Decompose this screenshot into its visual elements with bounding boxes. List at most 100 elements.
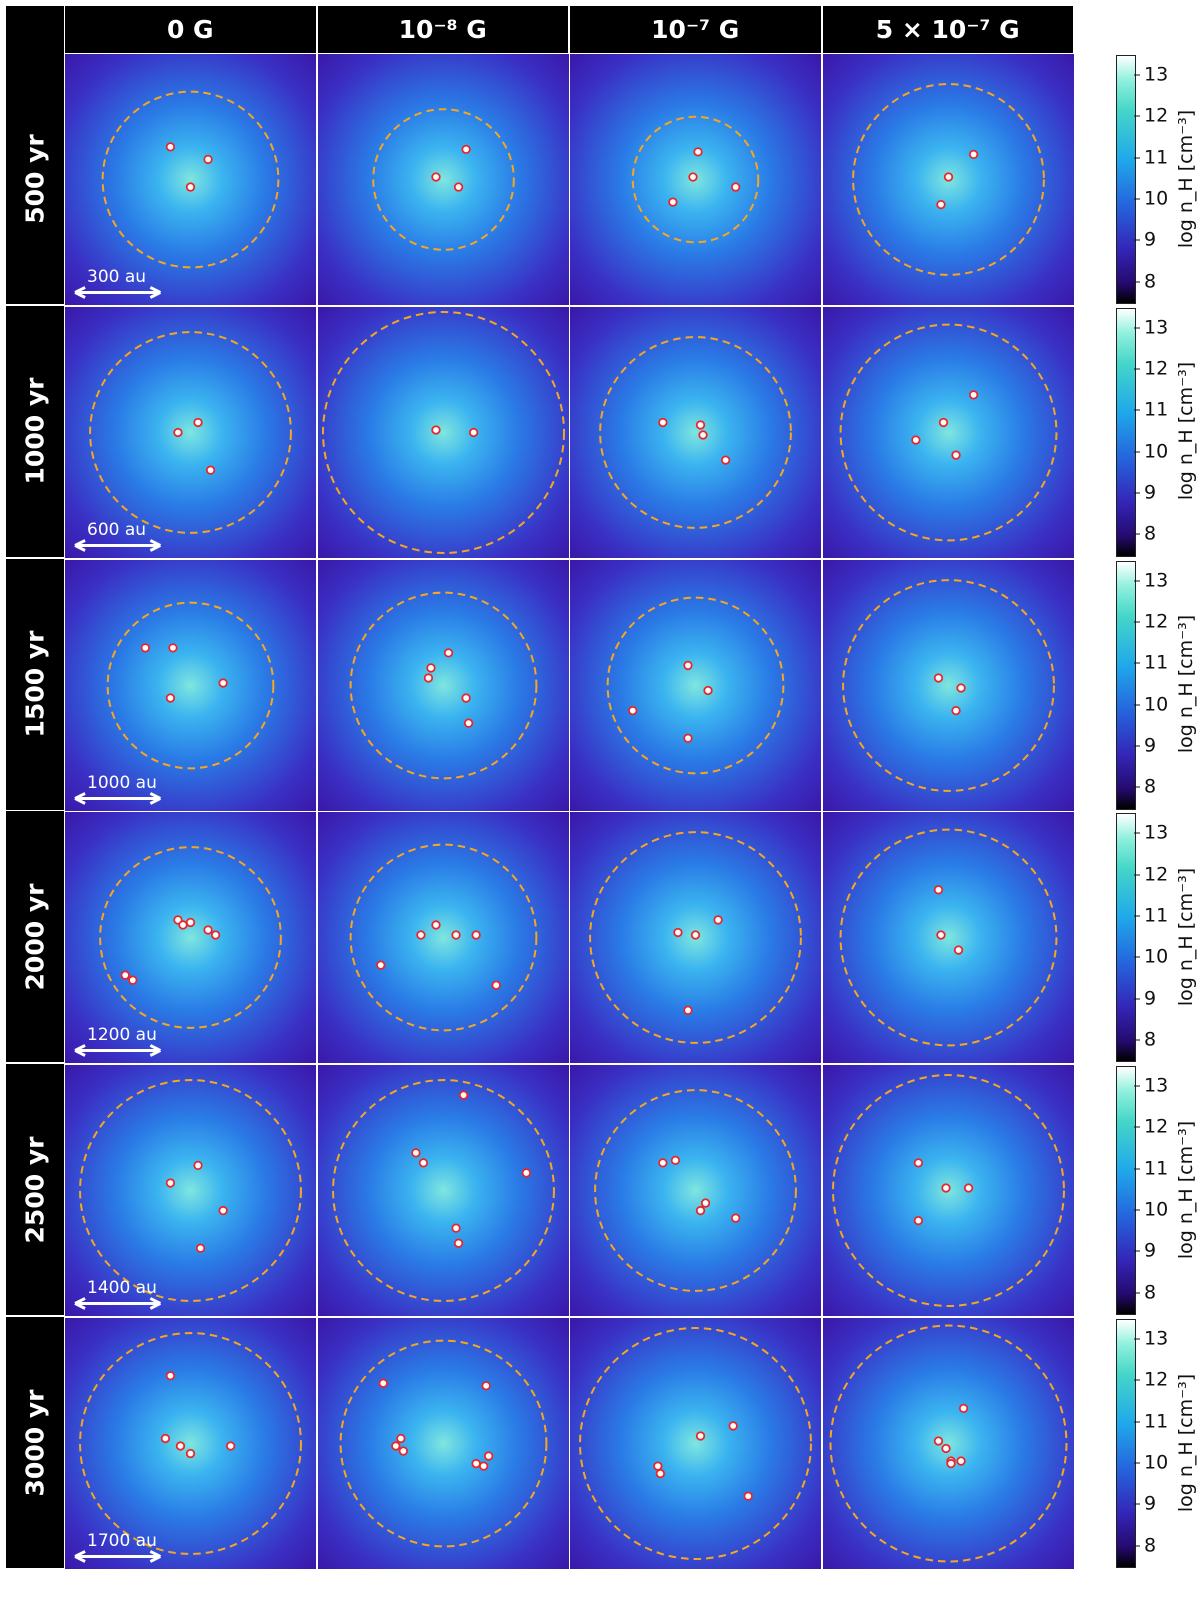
colorbar-axis-label: log n_H [cm⁻³] xyxy=(1166,1064,1204,1315)
scale-bar-arrow xyxy=(74,286,162,299)
sink-particle-marker xyxy=(655,1468,666,1479)
density-panel xyxy=(570,1318,821,1569)
sink-particle-marker xyxy=(958,1403,968,1414)
panel-overlay xyxy=(371,108,515,251)
row-header-label: 500 yr xyxy=(20,133,50,224)
colorbar-tick-label: 13 xyxy=(1133,571,1168,590)
sink-particle-marker xyxy=(160,1433,171,1444)
row-header: 2000 yr xyxy=(6,811,64,1063)
colorbar-axis-label-text: log n_H [cm⁻³] xyxy=(1175,362,1197,501)
row-header-label: 2500 yr xyxy=(20,1136,50,1244)
colorbar-ticks: 13 12 11 10 9 8 xyxy=(1133,1319,1180,1568)
accretion-radius-circle xyxy=(839,323,1057,542)
sink-particle-marker xyxy=(395,1433,405,1444)
colorbar-tick-label: 11 xyxy=(1133,1412,1168,1431)
sink-particle-marker xyxy=(683,660,693,670)
colorbar-tick-label: 10 xyxy=(1133,189,1168,208)
colorbar-tick-label: 9 xyxy=(1133,230,1156,250)
colorbar-tick-label: 8 xyxy=(1133,524,1156,544)
density-panel xyxy=(570,1065,821,1317)
colorbar-tick-label: 10 xyxy=(1133,1200,1168,1220)
colorbar-ticks: 13 12 11 10 9 8 xyxy=(1133,561,1180,810)
panel-overlay xyxy=(331,1079,555,1303)
sink-particle-marker xyxy=(458,1090,468,1100)
sink-particle-marker xyxy=(450,930,461,941)
column-header: 0 G xyxy=(65,6,316,53)
sink-particle-marker xyxy=(913,1158,923,1168)
accretion-radius-circle xyxy=(606,596,785,774)
sink-particle-marker xyxy=(695,1206,706,1216)
sink-particle-marker xyxy=(453,182,463,192)
density-panel xyxy=(317,306,569,558)
colorbar-tick-label: 13 xyxy=(1133,823,1168,843)
panel-overlay xyxy=(74,330,292,552)
colorbar-ticks: 13 12 11 10 9 8 xyxy=(1133,308,1180,557)
colorbar-tick-label: 12 xyxy=(1133,1370,1168,1390)
colorbar xyxy=(1116,307,1136,557)
colorbar-tick-label: 8 xyxy=(1133,777,1156,797)
colorbar-tick-label: 11 xyxy=(1133,148,1168,167)
sink-particle-marker xyxy=(483,1451,493,1461)
panel-overlay xyxy=(589,831,802,1045)
sink-particle-marker xyxy=(425,662,436,673)
sink-particle-marker xyxy=(521,1168,531,1178)
accretion-radius-circle xyxy=(339,1339,547,1548)
sink-particle-marker xyxy=(185,918,196,928)
scale-bar-label: 1400 au xyxy=(87,1278,157,1299)
panel-overlay xyxy=(841,578,1055,792)
colorbar-tick-label: 13 xyxy=(1133,1076,1168,1096)
sink-particle-marker xyxy=(218,1206,228,1216)
sink-particle-marker xyxy=(683,1006,693,1016)
density-panel xyxy=(570,812,821,1064)
accretion-radius-circle xyxy=(349,844,537,1032)
panel-overlay xyxy=(631,115,760,244)
sink-particle-marker xyxy=(720,455,731,465)
scale-bar-label: 1700 au xyxy=(87,1531,157,1551)
panel-overlay xyxy=(349,591,537,779)
colorbar-tick-label: 9 xyxy=(1133,1494,1156,1514)
row-header: 1000 yr xyxy=(6,305,64,557)
sink-particle-marker xyxy=(165,693,176,703)
colorbar-tick-label: 10 xyxy=(1133,695,1168,714)
sink-particle-marker xyxy=(128,975,138,986)
row-header-label: 2000 yr xyxy=(20,883,50,991)
sink-particle-marker xyxy=(940,1443,951,1454)
colorbar-axis-label-text: log n_H [cm⁻³] xyxy=(1175,867,1197,1007)
scale-bar-arrow xyxy=(74,1044,162,1058)
colorbar-tick-label: 11 xyxy=(1133,653,1168,673)
sink-particle-marker xyxy=(378,1378,388,1388)
sink-particle-marker xyxy=(375,960,385,971)
density-panel: 1700 au xyxy=(65,1318,316,1569)
sink-particle-marker xyxy=(491,980,501,991)
sink-particle-marker xyxy=(175,1441,186,1451)
sink-particle-marker xyxy=(943,172,953,182)
colorbar-axis-label: log n_H [cm⁻³] xyxy=(1166,53,1204,304)
density-panel xyxy=(317,1318,569,1569)
colorbar-tick-label: 10 xyxy=(1133,947,1168,967)
sink-particle-marker xyxy=(933,885,943,895)
sink-particle-marker xyxy=(140,642,150,653)
sink-particle-marker xyxy=(688,172,698,182)
sink-particle-marker xyxy=(193,1160,203,1171)
sink-particle-marker xyxy=(178,920,188,930)
colorbar-tick-label: 8 xyxy=(1133,1536,1156,1555)
panel-overlay xyxy=(606,596,785,774)
sink-particle-marker xyxy=(185,182,196,192)
sink-particle-marker xyxy=(195,1243,206,1254)
panel-overlay xyxy=(74,601,275,805)
sink-particle-marker xyxy=(443,647,453,658)
density-panel xyxy=(317,1065,569,1317)
accretion-radius-circle xyxy=(321,310,565,554)
colorbar-tick-label: 8 xyxy=(1133,1030,1156,1049)
panel-overlay xyxy=(851,83,1045,276)
sink-particle-marker xyxy=(935,199,946,210)
sink-particle-marker xyxy=(668,197,678,207)
density-panel xyxy=(822,306,1074,558)
sink-particle-marker xyxy=(950,450,961,460)
density-panel xyxy=(822,54,1074,305)
sink-particle-marker xyxy=(690,930,701,941)
sink-particle-marker xyxy=(935,930,946,941)
sink-particle-marker xyxy=(193,417,203,427)
density-panel xyxy=(570,306,821,558)
sink-particle-marker xyxy=(945,1458,956,1469)
